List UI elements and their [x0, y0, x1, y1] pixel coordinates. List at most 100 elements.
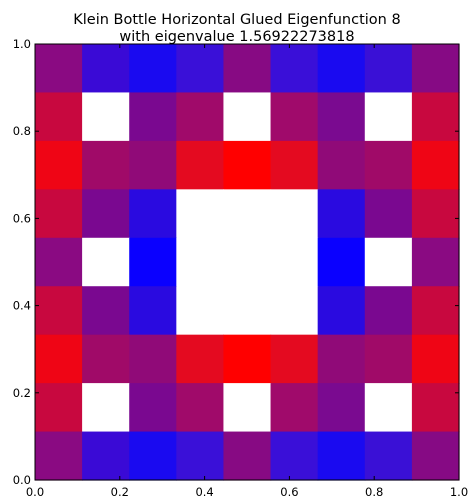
heatmap-cell — [411, 140, 460, 190]
heatmap-cell — [35, 431, 83, 481]
x-tick-label: 0.2 — [111, 485, 129, 497]
y-tick-label: 0.4 — [13, 299, 31, 313]
heatmap-cell — [364, 431, 413, 481]
heatmap-cell — [364, 286, 413, 336]
heatmap-cell — [223, 44, 272, 94]
heatmap-cell — [35, 286, 83, 336]
heatmap-cell — [82, 189, 130, 239]
x-tick-label: 1.0 — [450, 485, 468, 497]
heatmap-cell — [35, 44, 83, 94]
x-axis: 0.0 0.2 0.4 0.6 0.8 1.0 — [26, 44, 468, 497]
y-tick-label: 0.0 — [13, 473, 31, 487]
heatmap-cell — [129, 383, 177, 433]
heatmap-cell — [35, 334, 83, 384]
heatmap-cell — [176, 431, 225, 481]
heatmap-cell — [270, 237, 319, 287]
heatmap-cell — [129, 431, 177, 481]
heatmap-cell — [270, 383, 319, 433]
heatmap-cell — [270, 334, 319, 384]
heatmap-cell — [317, 44, 366, 94]
heatmap-cell — [317, 383, 366, 433]
y-tick-label: 0.2 — [13, 386, 31, 400]
heatmap-cell — [270, 189, 319, 239]
heatmap-cell — [411, 334, 460, 384]
heatmap-cell — [223, 383, 272, 433]
heatmap-cell — [270, 431, 319, 481]
heatmap-cell — [176, 189, 225, 239]
heatmap-cell — [82, 431, 130, 481]
heatmap-cell — [129, 286, 177, 336]
heatmap-cell — [176, 286, 225, 336]
y-axis: 0.0 0.2 0.4 0.6 0.8 1.0 — [13, 37, 459, 487]
heatmap-cell — [223, 286, 272, 336]
heatmap-cell — [82, 237, 130, 287]
heatmap-cell — [35, 189, 83, 239]
heatmap-cell — [317, 92, 366, 142]
heatmap-cell — [35, 383, 83, 433]
chart-subtitle: with eigenvalue 1.56922273818 — [119, 29, 354, 45]
plot-frame — [34, 43, 460, 481]
heatmap-cell — [129, 44, 177, 94]
x-tick-label: 0.0 — [26, 485, 44, 497]
heatmap-cell — [35, 140, 83, 190]
y-tick-label: 0.6 — [13, 211, 31, 225]
heatmap-cell — [317, 286, 366, 336]
heatmap-cell — [82, 286, 130, 336]
heatmap-cell — [270, 92, 319, 142]
heatmap-cells — [35, 44, 460, 481]
heatmap-cell — [411, 189, 460, 239]
heatmap-cell — [176, 383, 225, 433]
heatmap-cell — [176, 44, 225, 94]
heatmap-cell — [317, 431, 366, 481]
x-tick-label: 0.8 — [365, 485, 383, 497]
heatmap-cell — [129, 189, 177, 239]
heatmap-cell — [223, 237, 272, 287]
heatmap-cell — [35, 92, 83, 142]
heatmap-cell — [364, 237, 413, 287]
heatmap-cell — [223, 92, 272, 142]
heatmap-cell — [364, 140, 413, 190]
heatmap-cell — [411, 237, 460, 287]
y-tick-label: 1.0 — [13, 37, 31, 51]
heatmap-cell — [35, 237, 83, 287]
heatmap-cell — [411, 431, 460, 481]
heatmap-cell — [317, 189, 366, 239]
heatmap-cell — [317, 237, 366, 287]
heatmap-cell — [411, 92, 460, 142]
chart-title: Klein Bottle Horizontal Glued Eigenfunct… — [73, 12, 400, 28]
heatmap-cell — [129, 334, 177, 384]
heatmap-cell — [223, 140, 272, 190]
x-tick-label: 0.4 — [195, 485, 213, 497]
heatmap-cell — [223, 431, 272, 481]
heatmap-cell — [82, 140, 130, 190]
heatmap-cell — [364, 189, 413, 239]
heatmap-cell — [176, 237, 225, 287]
heatmap-cell — [82, 383, 130, 433]
heatmap-cell — [176, 140, 225, 190]
heatmap-cell — [82, 92, 130, 142]
heatmap-cell — [223, 334, 272, 384]
heatmap-cell — [176, 92, 225, 142]
heatmap-cell — [364, 92, 413, 142]
heatmap-cell — [317, 140, 366, 190]
heatmap-cell — [129, 237, 177, 287]
heatmap-cell — [82, 44, 130, 94]
heatmap-cell — [129, 140, 177, 190]
heatmap-cell — [411, 383, 460, 433]
heatmap-cell — [411, 44, 460, 94]
heatmap-cell — [82, 334, 130, 384]
heatmap-cell — [270, 286, 319, 336]
x-tick-label: 0.6 — [280, 485, 298, 497]
heatmap-cell — [129, 92, 177, 142]
y-tick-label: 0.8 — [13, 124, 31, 138]
heatmap-cell — [270, 140, 319, 190]
heatmap-cell — [176, 334, 225, 384]
heatmap-cell — [317, 334, 366, 384]
heatmap-cell — [364, 383, 413, 433]
heatmap-cell — [364, 44, 413, 94]
heatmap-cell — [270, 44, 319, 94]
heatmap-cell — [411, 286, 460, 336]
heatmap-cell — [223, 189, 272, 239]
heatmap-cell — [364, 334, 413, 384]
